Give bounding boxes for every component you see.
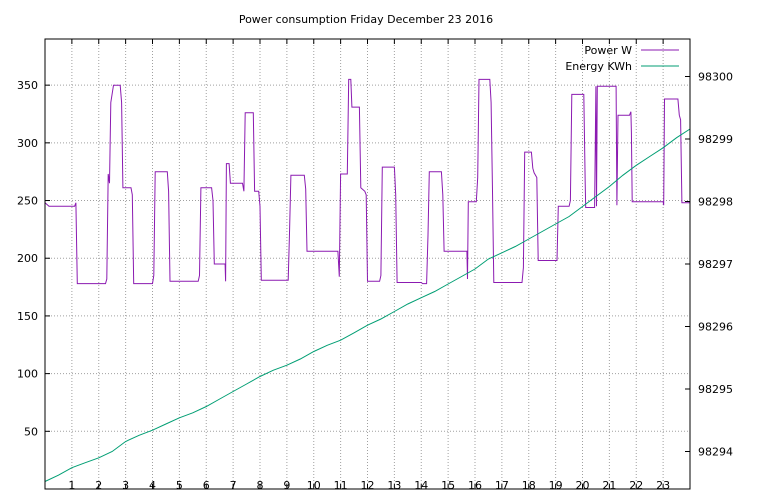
y-left-tick-label-150: 150 [17,310,38,323]
x-tick-label-4: 4 [149,479,156,492]
y-right-tick-label-98294: 98294 [698,446,733,459]
x-tick-label-8: 8 [257,479,264,492]
x-tick-label-12: 12 [361,479,375,492]
x-tick-label-22: 22 [629,479,643,492]
y-right-tick-label-98300: 98300 [698,71,733,84]
y-axis-right-ticks: 98294 98295 98296 98297 98298 98299 98300 [685,71,733,459]
legend: Power W Energy KWh [565,44,679,73]
x-tick-label-13: 13 [387,479,401,492]
x-tick-label-3: 3 [122,479,129,492]
grid-lines [45,39,690,489]
x-tick-label-15: 15 [441,479,455,492]
legend-label-energy: Energy KWh [565,60,632,73]
x-tick-label-20: 20 [576,479,590,492]
plot-frame [44,38,691,490]
x-tick-label-10: 10 [307,479,321,492]
x-tick-label-7: 7 [230,479,237,492]
x-tick-label-19: 19 [549,479,563,492]
x-tick-label-1: 1 [68,479,75,492]
y-left-tick-label-250: 250 [17,195,38,208]
y-axis-left-ticks: 50 100 150 200 250 300 350 [17,79,50,438]
x-tick-label-5: 5 [176,479,183,492]
y-left-tick-label-100: 100 [17,368,38,381]
y-left-tick-label-300: 300 [17,137,38,150]
series-line-energy [44,128,691,482]
x-tick-label-16: 16 [468,479,482,492]
y-left-tick-label-350: 350 [17,79,38,92]
series-group [44,78,691,482]
chart-title: Power consumption Friday December 23 201… [239,13,493,26]
y-right-tick-label-98298: 98298 [698,196,733,209]
y-right-tick-label-98295: 98295 [698,383,733,396]
y-left-tick-label-50: 50 [24,425,38,438]
x-tick-label-14: 14 [414,479,428,492]
x-tick-label-21: 21 [602,479,616,492]
x-tick-label-9: 9 [283,479,290,492]
y-right-tick-label-98297: 98297 [698,258,733,271]
y-right-tick-label-98299: 98299 [698,133,733,146]
legend-label-power: Power W [584,44,632,57]
x-tick-label-6: 6 [203,479,210,492]
series-line-power [44,78,690,285]
x-tick-label-23: 23 [656,479,670,492]
x-axis-ticks: 1 2 3 4 5 6 7 8 9 10 11 12 13 14 15 16 17 18 19 20 21 22 23 [68,39,670,492]
x-tick-label-17: 17 [495,479,509,492]
y-right-tick-label-98296: 98296 [698,321,733,334]
x-tick-label-2: 2 [95,479,102,492]
x-tick-label-18: 18 [522,479,536,492]
y-left-tick-label-200: 200 [17,252,38,265]
x-tick-label-11: 11 [334,479,348,492]
